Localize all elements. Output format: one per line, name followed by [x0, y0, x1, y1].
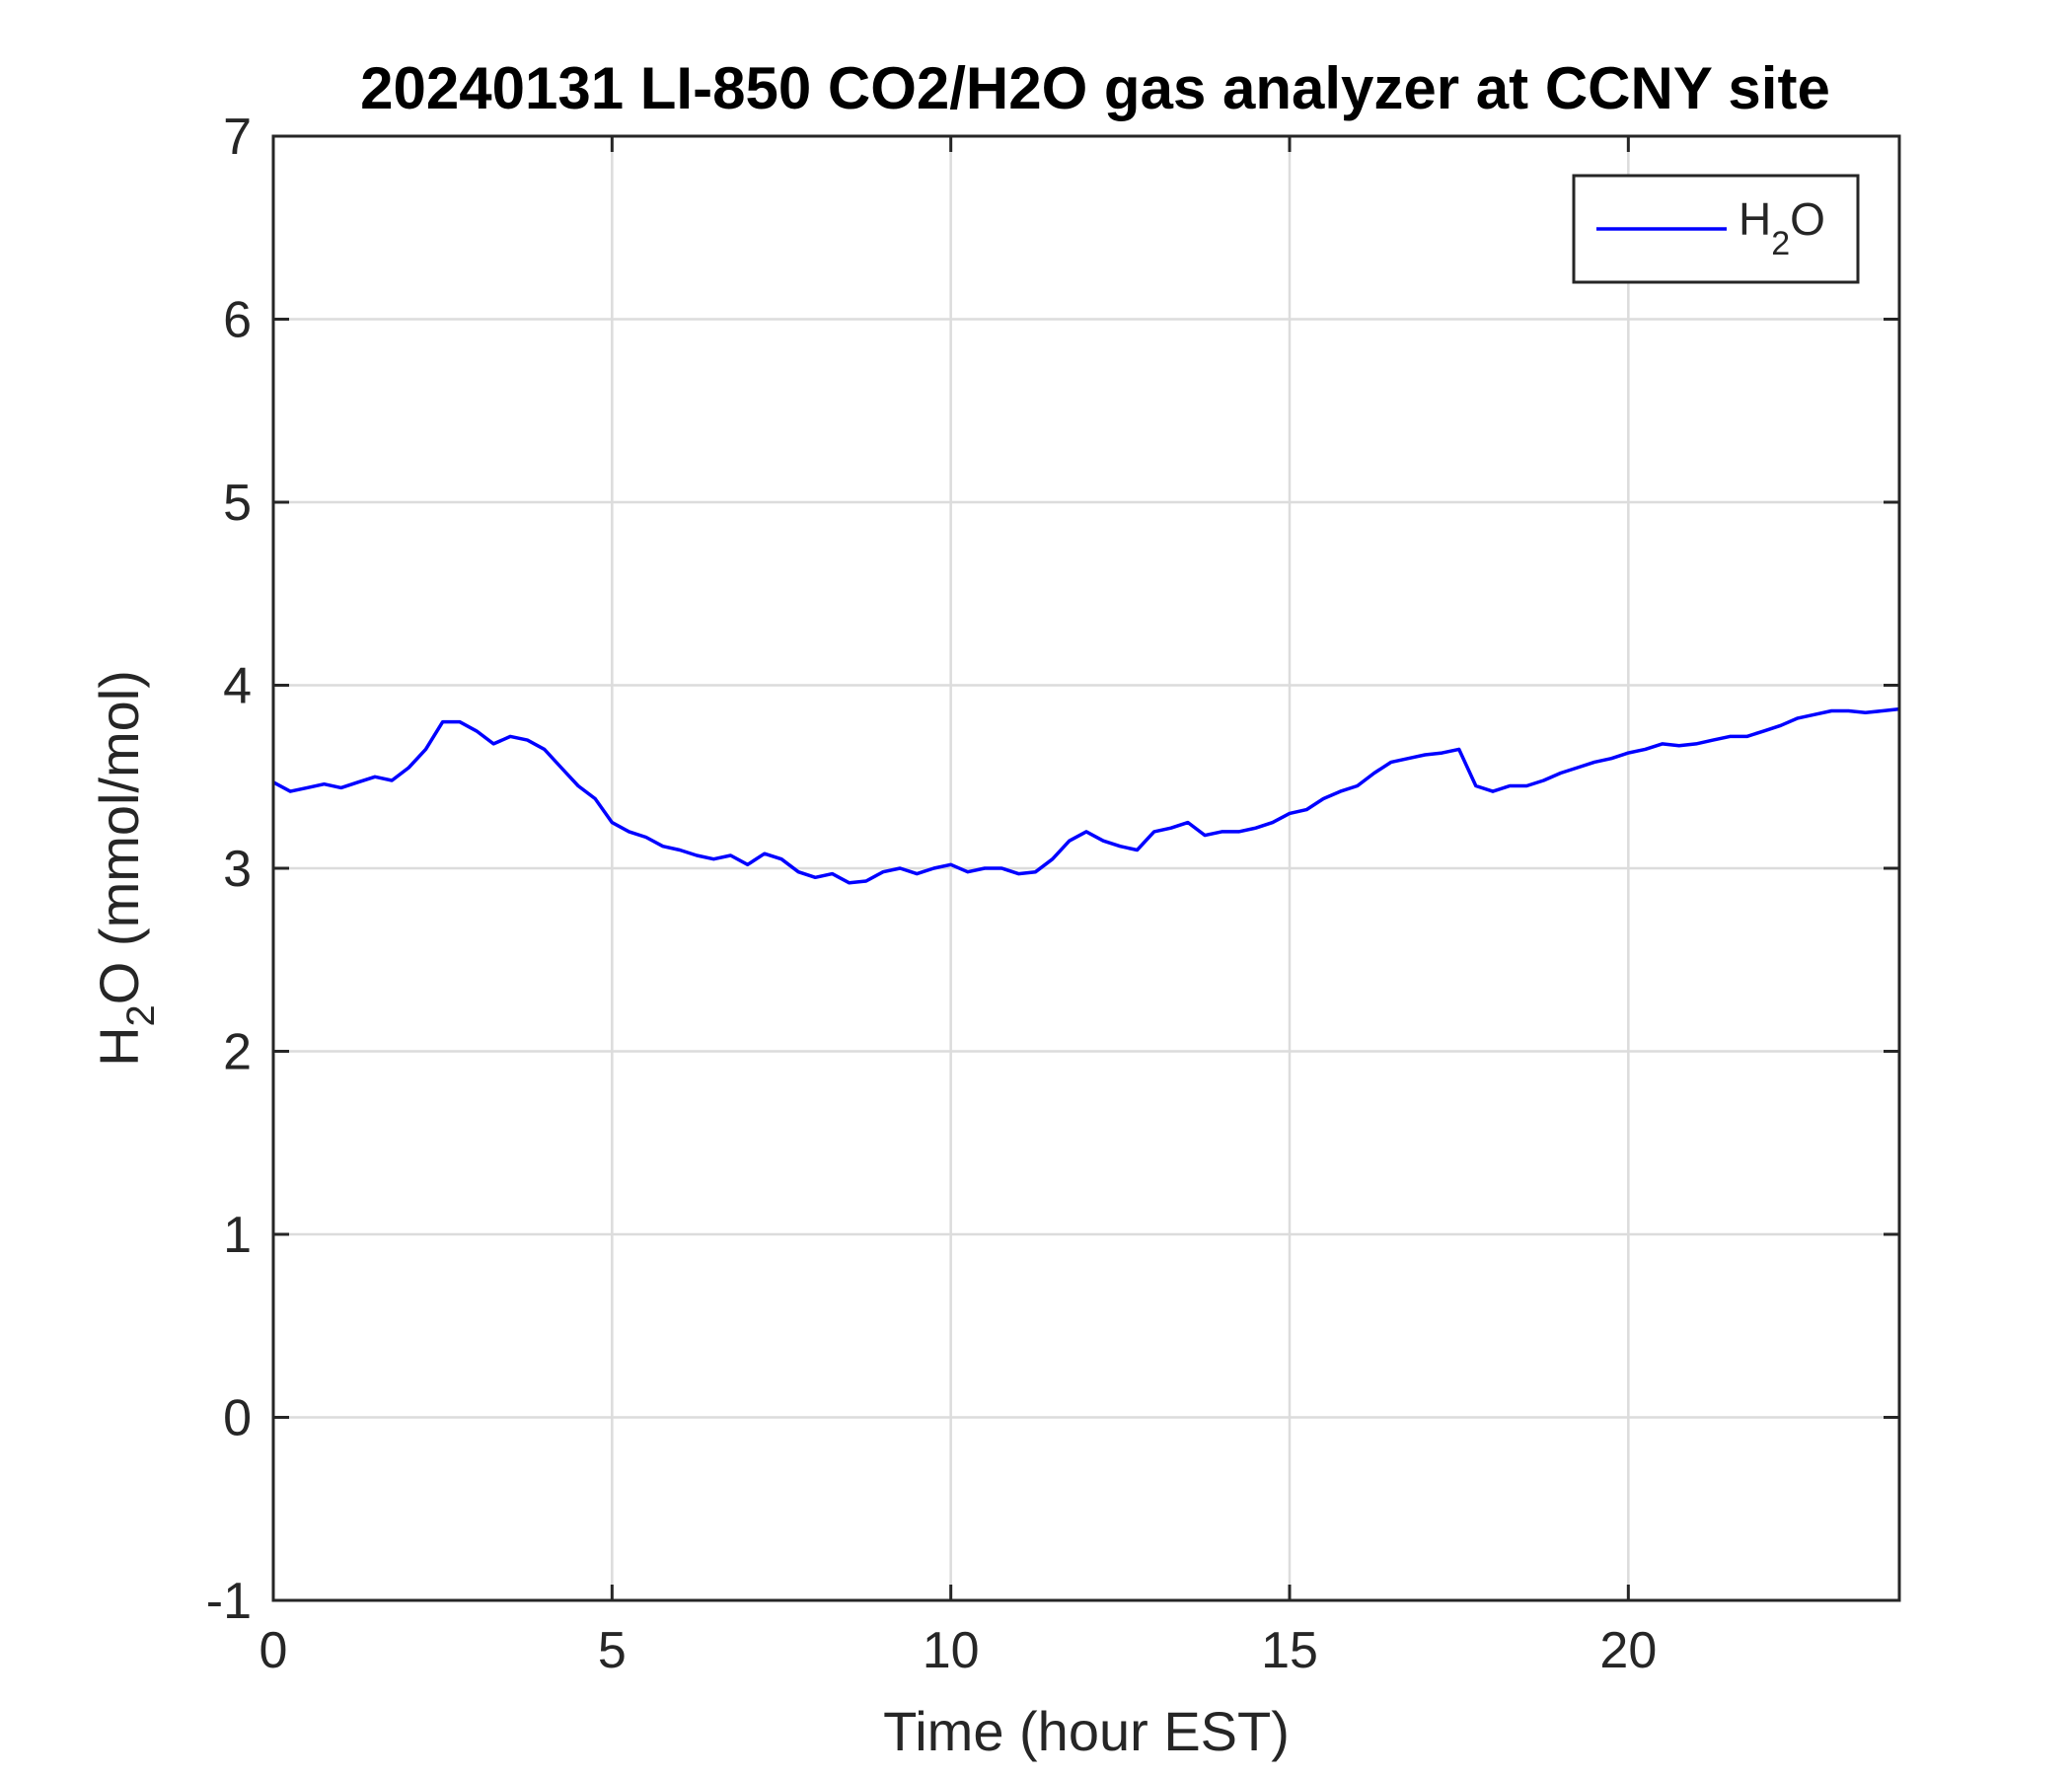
legend-label-post: O [1790, 193, 1825, 245]
y-tick-label: 2 [223, 1024, 252, 1081]
axis-ticks [271, 134, 1899, 1602]
x-tick-label: 20 [1599, 1622, 1657, 1679]
gridlines [273, 136, 1899, 1600]
x-tick-label: 10 [923, 1622, 980, 1679]
legend-label-pre: H [1739, 193, 1771, 245]
y-tick-label: 6 [223, 292, 252, 349]
chart-title: 20240131 LI-850 CO2/H2O gas analyzer at … [360, 55, 1830, 121]
x-tick-label: 5 [598, 1622, 627, 1679]
legend: H2O [1572, 174, 1860, 284]
y-tick-label: 7 [223, 109, 252, 166]
x-axis-label: Time (hour EST) [883, 1700, 1290, 1762]
legend-label-sub: 2 [1771, 225, 1790, 262]
data-layer [272, 706, 1900, 885]
series-line-h2o [272, 706, 1900, 885]
y-axis-label-sub: 2 [119, 1004, 163, 1026]
y-axis-label-post: O (mmol/mol) [88, 670, 150, 1004]
y-tick-label: 4 [223, 658, 252, 715]
y-tick-label: 5 [223, 475, 252, 532]
legend-label-h2o: H2O [1739, 193, 1825, 262]
y-tick-label: -1 [206, 1573, 252, 1630]
y-tick-label: 0 [223, 1390, 252, 1447]
y-tick-label: 1 [223, 1207, 252, 1264]
y-axis-label-pre: H [88, 1026, 150, 1066]
y-axis-label: H2O (mmol/mol) [88, 670, 163, 1067]
x-tick-label: 15 [1261, 1622, 1318, 1679]
y-tick-label: 3 [223, 841, 252, 898]
x-tick-label: 0 [259, 1622, 288, 1679]
